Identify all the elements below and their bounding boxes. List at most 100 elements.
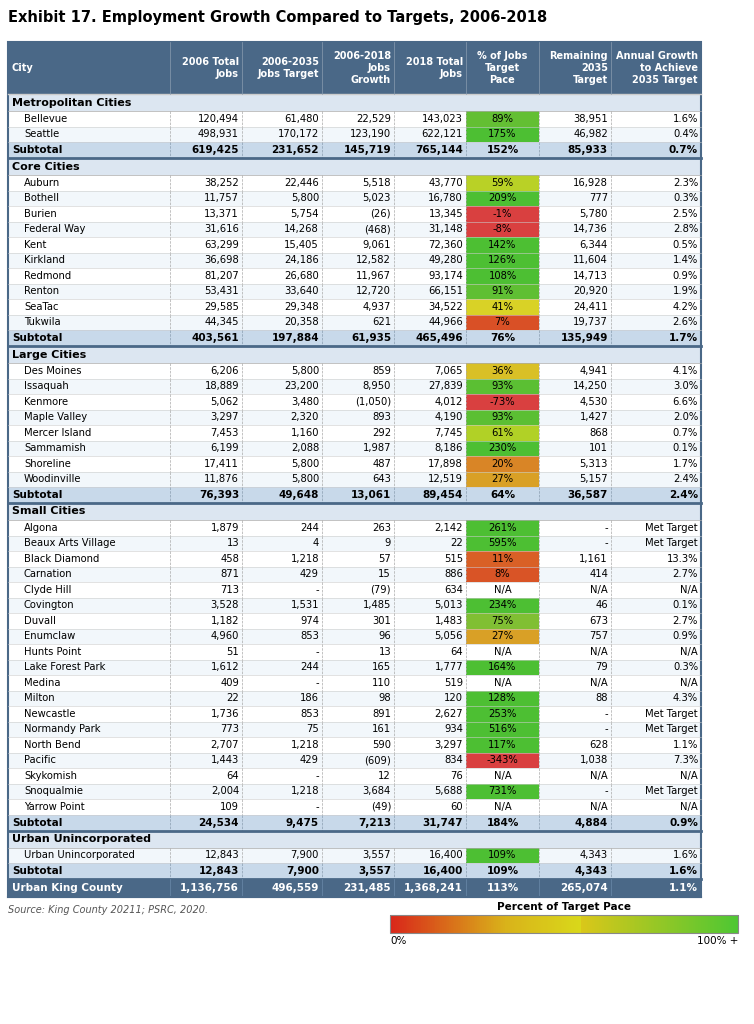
Text: 2006-2018
Jobs
Growth: 2006-2018 Jobs Growth — [333, 50, 391, 85]
Text: 1.4%: 1.4% — [673, 255, 698, 265]
Text: 261%: 261% — [489, 522, 516, 532]
Text: Tukwila: Tukwila — [24, 317, 60, 328]
Bar — [479, 915, 481, 933]
Text: 622,121: 622,121 — [421, 129, 463, 139]
Bar — [8, 330, 701, 346]
Text: 2.7%: 2.7% — [673, 569, 698, 580]
Text: Duvall: Duvall — [24, 615, 56, 626]
Text: 24,186: 24,186 — [284, 255, 319, 265]
Text: N/A: N/A — [590, 585, 608, 595]
Text: 621: 621 — [372, 317, 391, 328]
Text: 7.3%: 7.3% — [673, 756, 698, 765]
Bar — [8, 582, 701, 597]
Text: Remaining
2035
Target: Remaining 2035 Target — [550, 50, 608, 85]
Bar — [466, 394, 539, 410]
Text: 142%: 142% — [489, 240, 516, 250]
Text: 5,013: 5,013 — [434, 600, 463, 610]
Text: 1.6%: 1.6% — [669, 866, 698, 876]
Text: 301: 301 — [372, 615, 391, 626]
Text: Met Target: Met Target — [645, 724, 698, 734]
Bar — [446, 915, 448, 933]
Text: 22: 22 — [226, 693, 239, 703]
Bar — [466, 253, 539, 268]
Bar — [8, 440, 701, 456]
Text: 7,900: 7,900 — [286, 866, 319, 876]
Bar — [466, 690, 539, 706]
Text: 1,182: 1,182 — [210, 615, 239, 626]
Bar — [543, 915, 545, 933]
Text: N/A: N/A — [680, 585, 698, 595]
Bar — [8, 706, 701, 722]
Text: 1.6%: 1.6% — [673, 850, 698, 860]
Bar — [428, 915, 431, 933]
Bar — [694, 915, 697, 933]
Bar — [628, 915, 630, 933]
Bar — [615, 915, 617, 933]
Bar — [557, 915, 559, 933]
Bar — [395, 915, 397, 933]
Bar — [404, 915, 406, 933]
Bar — [677, 915, 679, 933]
Text: 5,518: 5,518 — [363, 178, 391, 187]
Bar — [463, 915, 465, 933]
Text: 619,425: 619,425 — [192, 145, 239, 155]
Text: 2018 Total
Jobs: 2018 Total Jobs — [406, 56, 463, 79]
Text: 12,720: 12,720 — [356, 287, 391, 296]
Bar — [390, 915, 392, 933]
Text: -73%: -73% — [489, 396, 515, 407]
Text: 12,582: 12,582 — [356, 255, 391, 265]
Text: North Bend: North Bend — [24, 739, 81, 750]
Text: 5,157: 5,157 — [579, 474, 608, 484]
Text: 4,343: 4,343 — [580, 850, 608, 860]
Text: 673: 673 — [589, 615, 608, 626]
Text: 98: 98 — [379, 693, 391, 703]
Bar — [8, 722, 701, 737]
Text: 3,297: 3,297 — [210, 413, 239, 422]
Bar — [592, 915, 594, 933]
Text: 7,213: 7,213 — [358, 817, 391, 827]
Text: 1.1%: 1.1% — [673, 739, 698, 750]
Bar — [8, 629, 701, 644]
Bar — [8, 659, 701, 675]
Text: 46,982: 46,982 — [573, 129, 608, 139]
Text: 197,884: 197,884 — [271, 333, 319, 343]
Text: 27%: 27% — [492, 631, 513, 641]
Text: 934: 934 — [444, 724, 463, 734]
Text: 31,616: 31,616 — [204, 224, 239, 234]
Text: 76,393: 76,393 — [199, 490, 239, 500]
Bar — [8, 551, 701, 566]
Text: 128%: 128% — [489, 693, 516, 703]
Bar — [602, 915, 605, 933]
Bar — [696, 915, 698, 933]
Bar — [397, 915, 399, 933]
Text: N/A: N/A — [494, 678, 511, 688]
Bar — [480, 915, 483, 933]
Bar — [538, 915, 540, 933]
Bar — [633, 915, 636, 933]
Bar — [8, 346, 701, 362]
Text: 3,557: 3,557 — [363, 850, 391, 860]
Bar — [600, 915, 602, 933]
Bar — [501, 915, 504, 933]
Text: Auburn: Auburn — [24, 178, 60, 187]
Text: 36,698: 36,698 — [204, 255, 239, 265]
Text: 60: 60 — [450, 802, 463, 812]
Bar — [484, 915, 486, 933]
Text: Des Moines: Des Moines — [24, 366, 81, 376]
Text: 31,148: 31,148 — [428, 224, 463, 234]
Text: -: - — [605, 724, 608, 734]
Bar — [532, 915, 535, 933]
Bar — [447, 915, 449, 933]
Text: 61,935: 61,935 — [351, 333, 391, 343]
Text: 871: 871 — [220, 569, 239, 580]
Bar — [632, 915, 634, 933]
Text: 93,174: 93,174 — [428, 270, 463, 281]
Bar — [8, 536, 701, 551]
Bar — [461, 915, 464, 933]
Text: 2,707: 2,707 — [210, 739, 239, 750]
Bar — [8, 753, 701, 768]
Bar — [701, 915, 703, 933]
Bar — [8, 456, 701, 471]
Bar — [466, 362, 539, 379]
Text: 109%: 109% — [489, 850, 516, 860]
